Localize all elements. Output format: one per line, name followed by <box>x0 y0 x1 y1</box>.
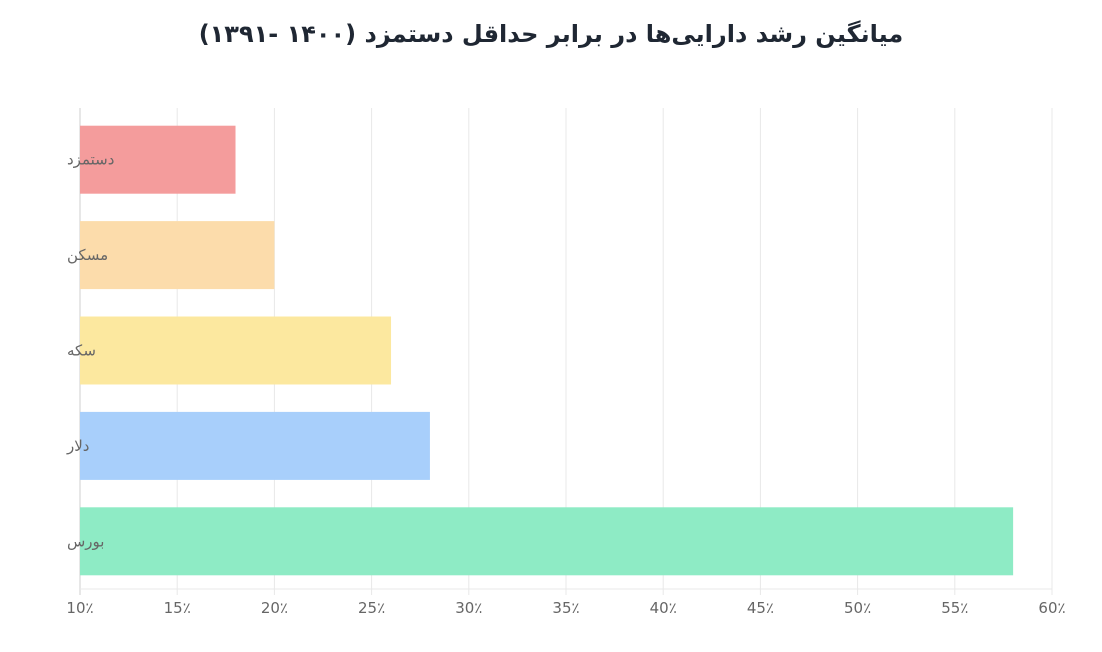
x-tick-label: 50٪ <box>844 599 871 617</box>
chart-title: میانگین رشد دارایی‌ها در برابر حداقل دست… <box>198 20 904 48</box>
category-label: دلار <box>66 437 89 455</box>
x-tick-label: 10٪ <box>66 599 93 617</box>
x-tick-label: 25٪ <box>358 599 385 617</box>
category-label: سکه <box>67 342 96 360</box>
bar <box>80 316 392 385</box>
x-tick-label: 15٪ <box>164 599 191 617</box>
category-label: بورس <box>67 532 104 550</box>
x-tick-label: 20٪ <box>261 599 288 617</box>
x-tick-label: 30٪ <box>455 599 482 617</box>
bar <box>80 125 236 194</box>
bar <box>80 411 430 480</box>
bar <box>80 507 1014 576</box>
x-tick-label: 35٪ <box>552 599 579 617</box>
category-label: مسکن <box>67 246 108 264</box>
x-tick-label: 40٪ <box>650 599 677 617</box>
x-tick-label: 55٪ <box>941 599 968 617</box>
x-tick-label: 60٪ <box>1038 599 1065 617</box>
bar <box>80 221 275 290</box>
x-tick-label: 45٪ <box>747 599 774 617</box>
category-label: دستمزد <box>67 151 114 169</box>
